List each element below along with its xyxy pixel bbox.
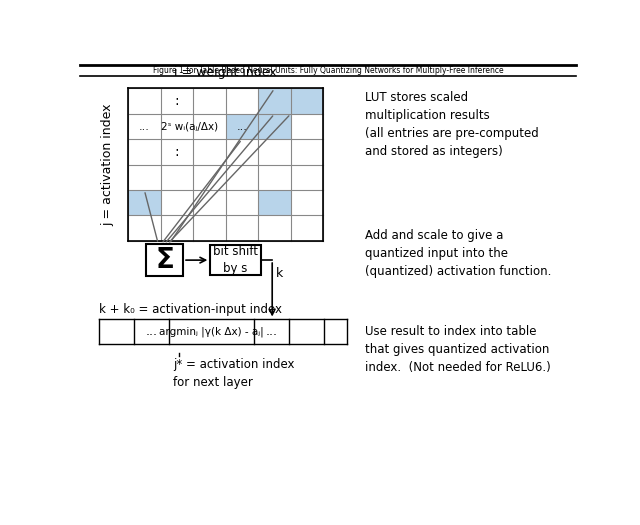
Text: i = weight index: i = weight index — [174, 66, 277, 79]
Text: k + k₀ = activation-input index: k + k₀ = activation-input index — [99, 302, 282, 316]
Bar — [210, 246, 260, 275]
Text: ...: ... — [237, 121, 248, 132]
Text: j* = activation index
for next layer: j* = activation index for next layer — [173, 358, 294, 389]
Bar — [226, 114, 259, 139]
Text: argminⱼ |γ(k Δx) - aⱼ|: argminⱼ |γ(k Δx) - aⱼ| — [159, 327, 264, 337]
Bar — [128, 190, 161, 215]
Bar — [291, 88, 323, 114]
Text: ...: ... — [266, 325, 278, 338]
Text: Add and scale to give a
quantized input into the
(quantized) activation function: Add and scale to give a quantized input … — [365, 228, 552, 278]
Text: j = activation index: j = activation index — [101, 103, 115, 226]
Bar — [259, 88, 291, 114]
Text: Σ: Σ — [155, 246, 174, 274]
Text: :: : — [175, 145, 179, 159]
Text: bit shift
by s: bit shift by s — [213, 245, 258, 275]
Bar — [146, 244, 183, 276]
Text: ...: ... — [146, 325, 157, 338]
Text: k: k — [276, 267, 284, 280]
Text: LUT stores scaled
multiplication results
(all entries are pre-computed
and store: LUT stores scaled multiplication results… — [365, 91, 539, 159]
Text: Figure 1 for Table-Based Neural Units: Fully Quantizing Networks for Multiply-Fr: Figure 1 for Table-Based Neural Units: F… — [153, 66, 503, 75]
Bar — [259, 190, 291, 215]
Bar — [259, 114, 291, 139]
Text: Use result to index into table
that gives quantized activation
index.  (Not need: Use result to index into table that give… — [365, 325, 551, 374]
Text: 2ˢ wᵢ(aⱼ/Δx): 2ˢ wᵢ(aⱼ/Δx) — [161, 121, 218, 132]
Text: :: : — [175, 94, 179, 108]
Text: ...: ... — [139, 121, 150, 132]
